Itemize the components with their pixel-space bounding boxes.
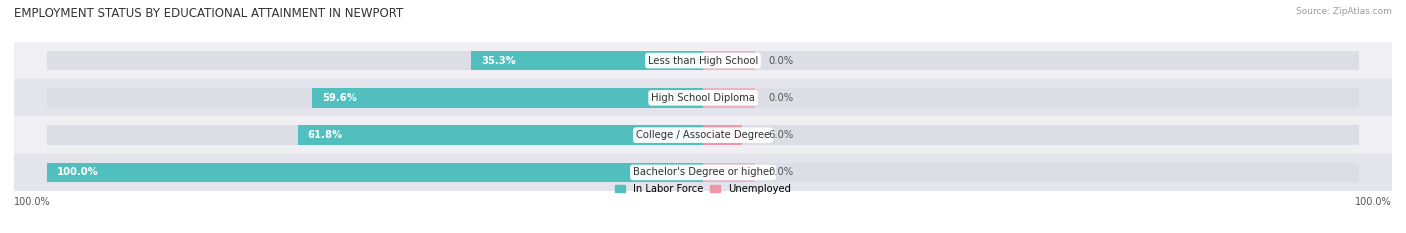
Bar bbox=[703, 125, 1360, 145]
Text: 6.0%: 6.0% bbox=[769, 130, 794, 140]
Bar bbox=[703, 51, 1360, 70]
Bar bbox=[46, 51, 703, 70]
Bar bbox=[703, 51, 755, 70]
Legend: In Labor Force, Unemployed: In Labor Force, Unemployed bbox=[612, 180, 794, 198]
Text: 35.3%: 35.3% bbox=[481, 56, 516, 65]
Bar bbox=[703, 125, 742, 145]
Bar bbox=[471, 51, 703, 70]
Bar bbox=[703, 163, 1360, 182]
Text: Less than High School: Less than High School bbox=[648, 56, 758, 65]
Text: 100.0%: 100.0% bbox=[14, 197, 51, 207]
Bar bbox=[14, 154, 1392, 191]
Text: 61.8%: 61.8% bbox=[308, 130, 343, 140]
Bar bbox=[46, 88, 703, 108]
Text: Bachelor's Degree or higher: Bachelor's Degree or higher bbox=[633, 168, 773, 177]
Text: 100.0%: 100.0% bbox=[56, 168, 98, 177]
Bar bbox=[703, 88, 1360, 108]
Bar bbox=[46, 125, 703, 145]
Bar bbox=[298, 125, 703, 145]
Bar bbox=[46, 163, 703, 182]
Text: 59.6%: 59.6% bbox=[322, 93, 357, 103]
Text: High School Diploma: High School Diploma bbox=[651, 93, 755, 103]
Bar bbox=[703, 88, 755, 108]
Text: College / Associate Degree: College / Associate Degree bbox=[636, 130, 770, 140]
Bar bbox=[46, 163, 703, 182]
Text: 0.0%: 0.0% bbox=[769, 93, 794, 103]
Text: 100.0%: 100.0% bbox=[1355, 197, 1392, 207]
Bar bbox=[312, 88, 703, 108]
Text: 0.0%: 0.0% bbox=[769, 56, 794, 65]
Bar bbox=[14, 42, 1392, 79]
Bar bbox=[14, 79, 1392, 116]
Text: EMPLOYMENT STATUS BY EDUCATIONAL ATTAINMENT IN NEWPORT: EMPLOYMENT STATUS BY EDUCATIONAL ATTAINM… bbox=[14, 7, 404, 20]
Bar bbox=[703, 163, 755, 182]
Text: 0.0%: 0.0% bbox=[769, 168, 794, 177]
Bar bbox=[14, 116, 1392, 154]
Text: Source: ZipAtlas.com: Source: ZipAtlas.com bbox=[1296, 7, 1392, 16]
